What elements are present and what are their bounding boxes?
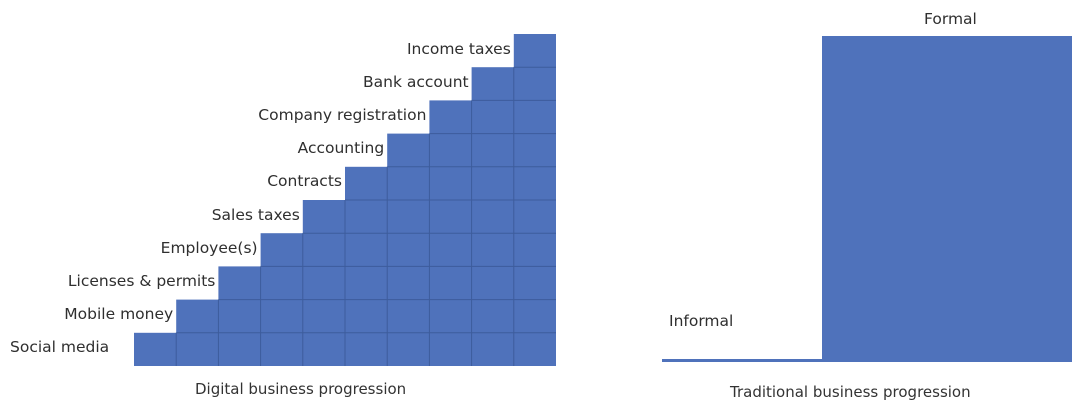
step-label: Bank account bbox=[362, 72, 469, 91]
step-label: Social media bbox=[10, 338, 110, 357]
informal-label: Informal bbox=[669, 312, 734, 330]
step-label: Mobile money bbox=[64, 305, 174, 324]
staircase-svg bbox=[134, 34, 556, 366]
step-label: Company registration bbox=[258, 106, 427, 124]
traditional-caption: Traditional business progression bbox=[730, 383, 971, 401]
step-label: Sales taxes bbox=[211, 205, 300, 224]
step-label: Accounting bbox=[297, 139, 385, 158]
step-bar bbox=[345, 166, 556, 200]
step-bar bbox=[513, 34, 556, 68]
step-label: Employee(s) bbox=[160, 238, 258, 257]
step-label: Contracts bbox=[267, 172, 342, 191]
step-bar bbox=[429, 100, 556, 134]
step-bar bbox=[176, 299, 556, 333]
formal-block bbox=[822, 36, 1072, 362]
step-bar bbox=[260, 233, 556, 267]
informal-line bbox=[662, 359, 824, 362]
step-label: Income taxes bbox=[406, 39, 511, 58]
step-label: Licenses & permits bbox=[67, 272, 216, 290]
digital-caption: Digital business progression bbox=[195, 380, 407, 398]
formal-label: Formal bbox=[924, 10, 977, 28]
